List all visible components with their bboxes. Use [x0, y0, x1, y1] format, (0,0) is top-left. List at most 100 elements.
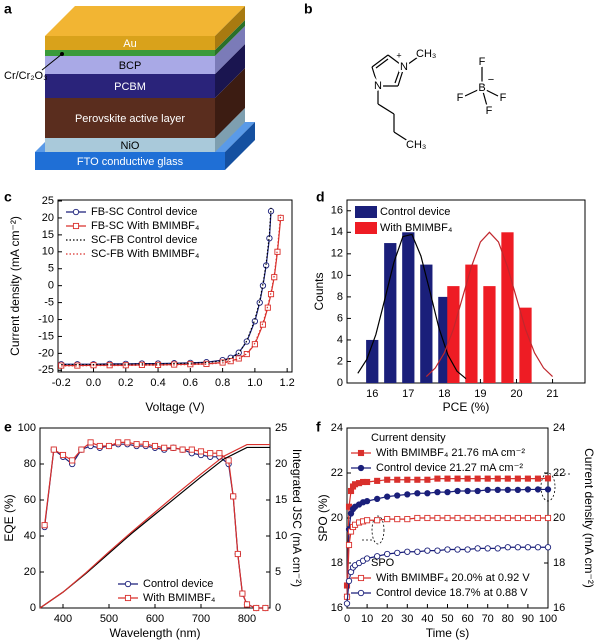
x-axis-title: Voltage (V): [145, 400, 204, 414]
legend-marker: [124, 580, 132, 588]
marker: [494, 486, 501, 494]
layer-side: [215, 26, 245, 74]
marker: [343, 600, 351, 607]
bond: [387, 54, 405, 68]
bond: [403, 56, 419, 68]
marker: [50, 446, 57, 453]
charge: −: [488, 74, 494, 86]
marker: [59, 451, 67, 459]
layer-label: FTO conductive glass: [77, 156, 184, 168]
x-tick-label: 16: [366, 388, 378, 400]
marker: [414, 514, 421, 522]
legend-swatch: [355, 206, 377, 218]
marker: [514, 514, 521, 522]
marker: [374, 477, 381, 484]
y2-tick-label: 10: [275, 530, 287, 542]
y-tick-label: -15: [38, 330, 54, 342]
y2-tick-label: 0: [275, 602, 281, 614]
marker: [259, 282, 267, 289]
marker: [115, 439, 122, 446]
bar: [402, 232, 415, 383]
y-tick-label: 10: [331, 269, 343, 281]
marker: [444, 546, 451, 553]
legend-label: SC-FB With BMIMBF₄: [91, 248, 200, 260]
marker: [197, 448, 205, 455]
marker: [345, 577, 353, 585]
bar: [465, 264, 478, 383]
panel-letter: e: [4, 419, 12, 435]
legend-label: With BMIMBF₄: [380, 222, 453, 234]
marker: [188, 446, 195, 453]
layer-top: [45, 6, 245, 36]
marker: [414, 476, 421, 483]
marker: [142, 441, 149, 448]
bond: [481, 87, 499, 97]
legend-label: Control device 18.7% at 0.88 V: [376, 587, 528, 599]
marker: [234, 550, 241, 558]
bond: [371, 54, 389, 68]
y-tick-label: 20: [42, 212, 54, 224]
x-tick-label: 70: [482, 613, 494, 625]
marker: [524, 475, 531, 482]
bond: [464, 87, 483, 97]
x-tick-label: 700: [192, 613, 210, 625]
y-tick-label: 100: [18, 422, 36, 434]
y-tick-label: 2: [337, 355, 343, 367]
y-tick-label: 16: [331, 602, 343, 614]
atom: B: [478, 82, 485, 94]
marker: [454, 546, 461, 553]
y-tick-label: 24: [331, 422, 343, 434]
marker: [514, 544, 521, 551]
marker: [235, 355, 242, 362]
marker: [96, 442, 103, 450]
marker: [239, 590, 246, 597]
layer-side: [215, 6, 245, 50]
marker: [444, 475, 451, 482]
bond: [397, 66, 405, 87]
bond: [481, 87, 488, 107]
marker: [424, 476, 431, 483]
series-line: [39, 443, 270, 609]
marker: [534, 514, 541, 522]
series-line: [61, 214, 282, 367]
atom: N: [374, 80, 382, 92]
marker: [474, 545, 481, 552]
legend-label: SC-FB Control device: [91, 234, 197, 246]
marker: [504, 544, 511, 551]
x-tick-label: 400: [54, 613, 72, 625]
marker: [524, 486, 532, 493]
atom: F: [500, 92, 507, 104]
marker: [374, 517, 381, 524]
x-tick-label: 600: [146, 613, 164, 625]
electrode-label: Cr/Cr₂O₃: [4, 70, 48, 82]
legend-label: FB-SC With BMIMBF₄: [91, 220, 200, 232]
y-tick-label: -20: [38, 347, 54, 359]
marker: [262, 604, 269, 612]
marker: [414, 490, 421, 497]
molecule: N + CH₃ N CH₃ B − F F F F: [371, 46, 509, 153]
marker: [253, 604, 260, 612]
marker: [484, 514, 491, 522]
y-tick-label: 18: [331, 557, 343, 569]
x-tick-label: 20: [510, 388, 522, 400]
bond: [377, 103, 395, 115]
marker: [444, 514, 451, 522]
marker: [124, 439, 131, 446]
x-axis-title: PCE (%): [443, 400, 490, 414]
marker: [69, 457, 76, 464]
marker: [230, 493, 237, 500]
y-tick-label: 14: [331, 226, 343, 238]
marker: [384, 550, 391, 558]
layer-front: [45, 36, 215, 50]
marker: [243, 601, 251, 608]
marker: [263, 262, 270, 269]
x-tick-label: 500: [100, 613, 118, 625]
marker: [544, 544, 552, 551]
bond: [393, 131, 409, 142]
y2-tick-label: 18: [553, 557, 565, 569]
marker: [404, 548, 411, 555]
legend-marker: [72, 208, 80, 216]
y2-tick-label: 20: [275, 458, 287, 470]
x-tick-label: 20: [381, 613, 393, 625]
